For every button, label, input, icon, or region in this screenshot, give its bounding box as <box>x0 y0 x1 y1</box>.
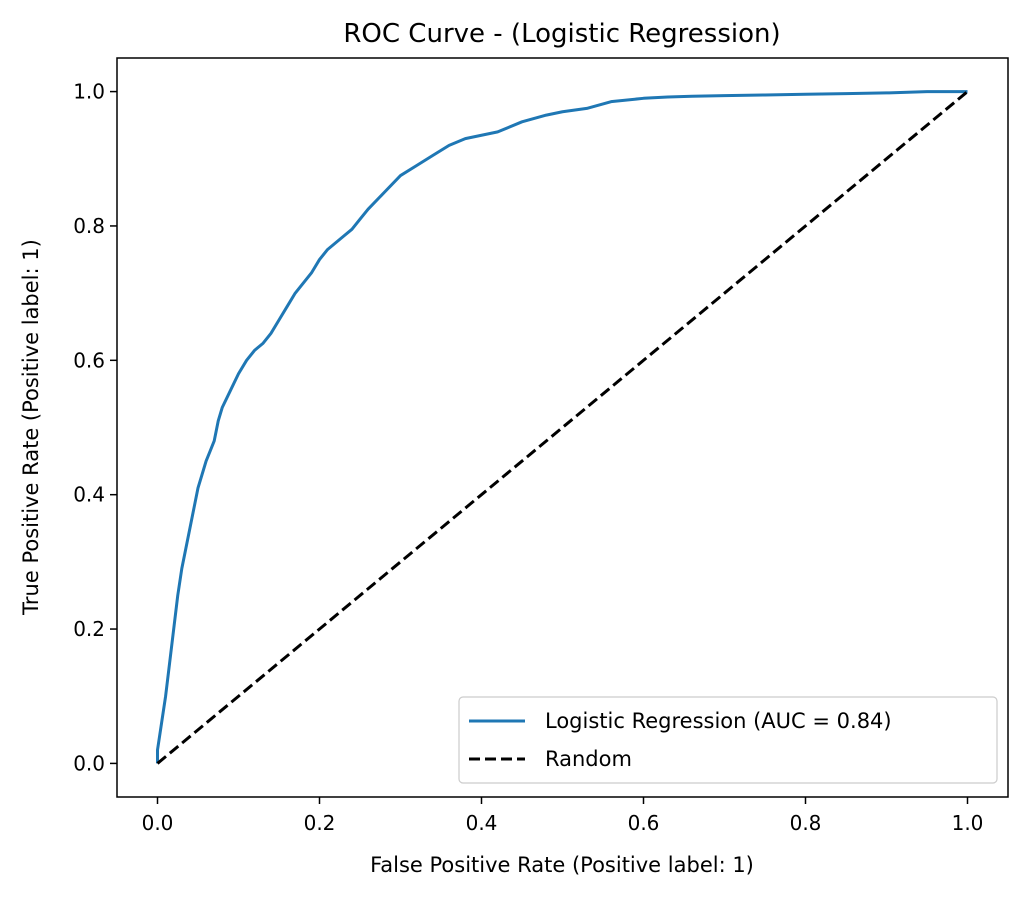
legend: Logistic Regression (AUC = 0.84) Random <box>459 697 997 783</box>
y-tick-label: 0.8 <box>73 214 105 238</box>
x-tick-label: 0.0 <box>142 811 174 835</box>
chart-title: ROC Curve - (Logistic Regression) <box>343 19 780 49</box>
y-tick-label: 0.6 <box>73 348 105 372</box>
legend-label: Random <box>545 747 632 771</box>
y-tick-label: 0.0 <box>73 751 105 775</box>
x-axis-label: False Positive Rate (Positive label: 1) <box>370 853 754 877</box>
x-tick-label: 1.0 <box>952 811 984 835</box>
y-axis-label: True Positive Rate (Positive label: 1) <box>19 239 43 616</box>
x-tick-label: 0.8 <box>790 811 822 835</box>
x-tick-label: 0.2 <box>304 811 336 835</box>
y-tick-label: 0.2 <box>73 617 105 641</box>
plot-area <box>158 92 968 764</box>
legend-label: Logistic Regression (AUC = 0.84) <box>545 709 892 733</box>
x-tick-label: 0.4 <box>466 811 498 835</box>
series-line-logistic-regression <box>158 92 968 764</box>
x-tick-label: 0.6 <box>628 811 660 835</box>
y-tick-label: 0.4 <box>73 483 105 507</box>
series-line-random <box>158 92 968 764</box>
y-tick-label: 1.0 <box>73 80 105 104</box>
